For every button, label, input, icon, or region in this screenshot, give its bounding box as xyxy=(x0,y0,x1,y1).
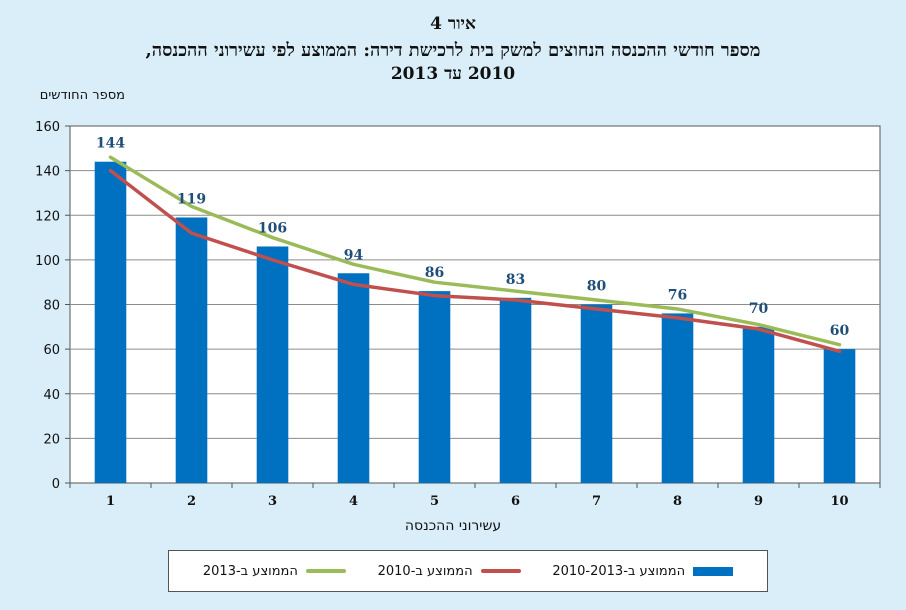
x-axis-label: עשירוני ההכנסה xyxy=(404,518,502,534)
data-label: 119 xyxy=(177,191,206,207)
data-label: 80 xyxy=(587,279,607,295)
y-tick-label: 160 xyxy=(35,120,60,135)
bar xyxy=(580,304,613,483)
data-label: 94 xyxy=(344,247,364,263)
x-tick-label: 2 xyxy=(187,494,196,509)
bar xyxy=(175,217,208,483)
legend-swatch-line-2013 xyxy=(305,569,346,573)
y-tick-label: 40 xyxy=(43,388,60,403)
data-label: 70 xyxy=(749,301,769,317)
legend-label-bar: הממוצע ב-2010-2013 xyxy=(552,563,686,579)
bar xyxy=(418,291,451,483)
x-tick-label: 4 xyxy=(349,494,358,509)
legend-item-line-2010: הממוצע ב-2010 xyxy=(378,564,521,579)
x-tick-label: 5 xyxy=(430,494,439,509)
bar xyxy=(742,326,775,483)
bar xyxy=(94,161,127,483)
x-tick-label: 10 xyxy=(830,494,848,509)
y-tick-label: 140 xyxy=(35,165,60,180)
x-tick-label: 8 xyxy=(673,494,682,509)
bar xyxy=(661,313,694,483)
chart-subtitle: מספר חודשי ההכנסה הנחוצים למשק בית לרכיש… xyxy=(145,40,761,61)
bar xyxy=(256,246,289,483)
y-tick-label: 0 xyxy=(52,477,60,492)
data-label: 83 xyxy=(506,272,525,288)
data-label: 76 xyxy=(668,287,687,303)
legend: הממוצע ב-2010-2013 הממוצע ב-2010 הממוצע … xyxy=(168,550,768,592)
chart-title: איור 4 xyxy=(430,14,476,34)
y-tick-label: 60 xyxy=(43,343,60,358)
x-tick-label: 9 xyxy=(754,494,763,509)
legend-item-bar-2010-2013: הממוצע ב-2010-2013 xyxy=(552,563,734,579)
data-label: 60 xyxy=(830,323,850,339)
y-tick-label: 80 xyxy=(43,299,60,314)
y-tick-label: 20 xyxy=(43,432,60,447)
data-label: 86 xyxy=(425,265,444,281)
legend-swatch-bar xyxy=(693,566,734,576)
chart-subtitle-years: 2010 עד 2013 xyxy=(390,64,516,84)
y-tick-label: 120 xyxy=(35,209,60,224)
legend-swatch-line-2010 xyxy=(480,569,521,573)
series-line-1 xyxy=(108,168,842,354)
x-tick-label: 1 xyxy=(106,494,115,509)
y-axis-label: מספר החודשים xyxy=(39,88,125,103)
data-label: 106 xyxy=(258,220,287,236)
y-tick-label: 100 xyxy=(35,254,60,269)
bar xyxy=(499,297,532,483)
legend-item-line-2013: הממוצע ב-2013 xyxy=(203,564,346,579)
plot-area: 0 20 40 60 80 100 120 140 160 1 2 3 4 5 6 7 8 9 10 144 119 10… xyxy=(35,120,881,509)
series-line-2 xyxy=(108,155,842,347)
x-tick-label: 3 xyxy=(268,494,277,509)
legend-label-line-2013: הממוצע ב-2013 xyxy=(202,563,298,579)
bar xyxy=(337,273,370,483)
x-tick-label: 7 xyxy=(592,494,601,509)
bar xyxy=(823,349,856,483)
data-label: 144 xyxy=(96,136,125,152)
legend-label-line-2010: הממוצע ב-2010 xyxy=(377,563,473,579)
x-tick-label: 6 xyxy=(511,494,520,509)
